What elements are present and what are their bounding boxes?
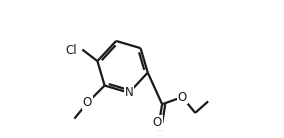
Text: Cl: Cl [66, 44, 77, 57]
Text: O: O [178, 91, 187, 104]
Text: O: O [83, 96, 92, 109]
Text: N: N [125, 86, 133, 99]
Text: O: O [153, 116, 162, 129]
